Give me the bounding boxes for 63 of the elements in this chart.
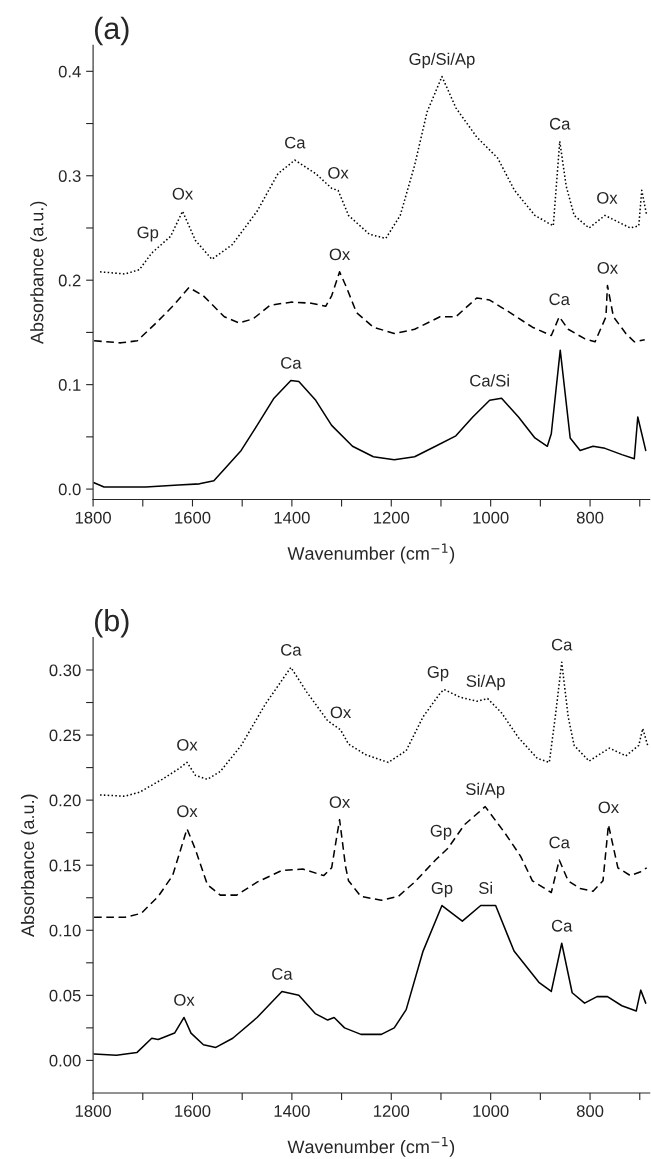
y-tick-label: 0.2: [58, 274, 81, 287]
annotation: Ca: [551, 638, 573, 651]
annotation: Ca: [549, 836, 570, 849]
y-tick-label: 0.30: [49, 664, 81, 677]
y-axis-title: Absorbance (a.u.): [20, 794, 38, 937]
annotation: Ox: [177, 805, 198, 818]
line-series: [93, 904, 647, 1056]
annotation: Ox: [329, 796, 351, 809]
annotation: Gp/Si/Ap: [409, 52, 475, 69]
annotation: Ox: [174, 994, 195, 1006]
chart-title: (b): [94, 608, 129, 638]
x-tick-label: 1400: [274, 511, 310, 524]
annotation: Ox: [330, 706, 352, 719]
x-axis-title: Wavenumber (cm$^{−1}$): [287, 543, 455, 564]
x-tick-label: 1200: [374, 1105, 410, 1117]
y-tick-label: 0.20: [49, 794, 81, 807]
line-series: [99, 75, 648, 275]
x-tick-label: 800: [576, 511, 604, 524]
y-tick-label: 0.4: [58, 65, 81, 78]
y-tick-label: 0.10: [49, 924, 81, 937]
x-tick-label: 1000: [473, 511, 509, 524]
y-tick-label: 0.0: [58, 483, 81, 496]
annotation: Ox: [597, 192, 618, 204]
annotation: Ca: [281, 643, 302, 656]
annotation: Gp: [430, 824, 452, 840]
x-tick-label: 1800: [75, 1105, 111, 1117]
annotation: Si/Ap: [466, 674, 505, 691]
annotation: Gp: [431, 882, 453, 898]
y-tick-label: 0.05: [49, 989, 81, 1002]
annotation: Ox: [172, 187, 194, 200]
annotation: Ca: [281, 357, 302, 369]
y-axis-title: Absorbance (a.u.): [30, 201, 47, 345]
annotation: Ca: [551, 919, 573, 932]
y-tick-label: 0.1: [58, 379, 81, 391]
line-series: [93, 349, 647, 488]
x-tick-label: 800: [576, 1105, 604, 1117]
annotation: Gp: [137, 226, 159, 242]
annotation: Ca: [285, 136, 306, 149]
x-tick-label: 1200: [374, 511, 410, 524]
annotation: Gp: [427, 666, 449, 682]
annotation: Ca/Si: [470, 374, 509, 387]
annotation: Si: [479, 881, 492, 894]
x-axis-title: Wavenumber (cm$^{−1}$): [287, 1136, 455, 1157]
annotation: Ca: [272, 968, 293, 980]
y-tick-label: 0.25: [49, 729, 81, 742]
x-tick-label: 1600: [175, 511, 211, 524]
annotation: Ox: [328, 166, 349, 179]
y-tick-label: 0.00: [49, 1054, 81, 1067]
x-tick-label: 1400: [274, 1105, 310, 1117]
annotation: Ox: [329, 248, 351, 261]
annotation: Ca: [549, 293, 570, 306]
y-tick-label: 0.15: [49, 859, 81, 872]
annotation: Ox: [597, 261, 618, 274]
y-tick-label: 0.3: [58, 170, 81, 182]
annotation: Ca: [549, 117, 571, 130]
x-tick-label: 1800: [75, 511, 111, 524]
annotation: Ox: [177, 738, 198, 751]
line-series: [99, 661, 649, 797]
x-tick-label: 1000: [473, 1105, 509, 1117]
annotation: Ox: [598, 801, 619, 814]
chart-title: (a): [94, 16, 129, 46]
annotation: Si/Ap: [466, 782, 505, 799]
x-tick-label: 1600: [175, 1105, 211, 1117]
